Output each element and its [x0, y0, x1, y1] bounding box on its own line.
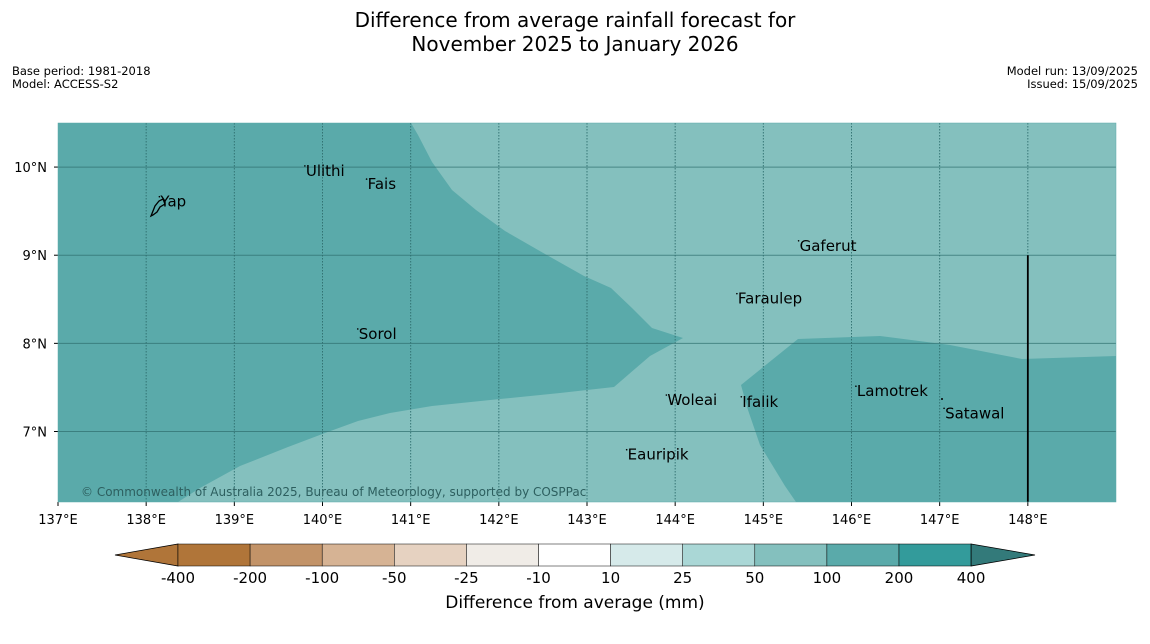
- place-label: Ulithi: [306, 162, 345, 180]
- lat-tick-label: 7°N: [23, 425, 48, 440]
- colorbar-label: 400: [957, 569, 986, 587]
- island-marker: [158, 195, 161, 198]
- lon-tick-label: 142°E: [479, 513, 519, 528]
- issued-date: Issued: 15/09/2025: [1027, 77, 1138, 91]
- lon-tick-label: 146°E: [832, 513, 872, 528]
- island-marker: [365, 178, 368, 180]
- lon-tick-label: 147°E: [920, 513, 960, 528]
- place-label: Faraulep: [738, 290, 802, 308]
- place-label: Lamotrek: [857, 382, 928, 400]
- lat-tick-label: 10°N: [14, 161, 47, 176]
- copyright-text: © Commonwealth of Australia 2025, Bureau…: [81, 485, 586, 499]
- region-west: [58, 123, 683, 502]
- colorbar-segment: [610, 543, 683, 567]
- island-marker: [855, 385, 857, 388]
- lon-tick-label: 141°E: [391, 513, 431, 528]
- island-marker: [665, 394, 668, 396]
- lon-tick-label: 145°E: [744, 513, 784, 528]
- place-label: Satawal: [945, 404, 1004, 422]
- place-label: Yap: [159, 193, 186, 211]
- island-yap-outline: [149, 198, 166, 218]
- colorbar-label: 10: [601, 569, 620, 587]
- island-marker: [941, 398, 943, 400]
- base-period: Base period: 1981-2018: [12, 64, 151, 78]
- meta-right: Model run: 13/09/2025 Issued: 15/09/2025: [1007, 65, 1138, 91]
- lat-tick-label: 8°N: [23, 337, 48, 352]
- title-line-2: November 2025 to January 2026: [411, 32, 739, 56]
- colorbar-segment: [466, 543, 539, 567]
- lon-tick-label: 139°E: [215, 513, 255, 528]
- colorbar-extend-high: [970, 543, 1036, 567]
- colorbar-label: -200: [233, 569, 267, 587]
- colorbar-extend-low: [114, 543, 179, 567]
- island-marker: [943, 407, 945, 410]
- lon-tick-label: 138°E: [126, 513, 166, 528]
- lon-tick-label: 148°E: [1008, 513, 1048, 528]
- title-line-1: Difference from average rainfall forecas…: [354, 8, 796, 32]
- lat-tick-label: 9°N: [23, 249, 48, 264]
- island-marker: [797, 240, 800, 242]
- colorbar-segment: [394, 543, 467, 567]
- lon-tick-label: 144°E: [655, 513, 695, 528]
- colorbar-label: 100: [813, 569, 842, 587]
- map-frame: [57, 122, 1117, 503]
- colorbar-label: -25: [454, 569, 479, 587]
- colorbar-label: 50: [745, 569, 764, 587]
- lon-tick-label: 140°E: [303, 513, 343, 528]
- colorbar-segment: [177, 543, 251, 567]
- colorbar-segment: [682, 543, 756, 567]
- colorbar-label: -10: [526, 569, 551, 587]
- place-label: Ifalik: [742, 393, 778, 411]
- meta-left: Base period: 1981-2018 Model: ACCESS-S2: [12, 65, 151, 91]
- island-marker: [736, 292, 738, 295]
- colorbar: -400 -200 -100 -50 -25 -10 10 25 50 100 200 400: [114, 543, 1036, 587]
- island-marker: [304, 165, 306, 167]
- island-marker: [740, 396, 743, 398]
- chart-title: Difference from average rainfall forecas…: [0, 8, 1150, 56]
- lon-tick-label: 137°E: [38, 513, 78, 528]
- colorbar-label: -50: [382, 569, 407, 587]
- place-label: Eauripik: [628, 446, 689, 464]
- model-name: Model: ACCESS-S2: [12, 77, 119, 91]
- colorbar-segment: [249, 543, 323, 567]
- island-marker: [356, 328, 359, 330]
- colorbar-label: -400: [161, 569, 195, 587]
- colorbar-label: 200: [885, 569, 914, 587]
- colorbar-label: 25: [673, 569, 692, 587]
- island-marker: [625, 448, 628, 451]
- colorbar-title: Difference from average (mm): [445, 593, 705, 613]
- colorbar-label: -100: [305, 569, 339, 587]
- model-run: Model run: 13/09/2025: [1006, 64, 1138, 78]
- place-label: Fais: [368, 175, 397, 193]
- lon-tick-label: 143°E: [567, 513, 607, 528]
- forecast-map: 137°E 138°E 139°E 140°E 141°E 142°E 143°E 144°E…: [14, 122, 1117, 528]
- region-southeast: [741, 336, 1116, 502]
- colorbar-segment: [898, 543, 972, 567]
- colorbar-segment: [754, 543, 828, 567]
- colorbar-segment: [538, 543, 611, 567]
- place-label: Woleai: [667, 391, 717, 409]
- place-label: Gaferut: [800, 237, 857, 255]
- colorbar-segment: [826, 543, 900, 567]
- place-label: Sorol: [359, 325, 397, 343]
- colorbar-segment: [321, 543, 395, 567]
